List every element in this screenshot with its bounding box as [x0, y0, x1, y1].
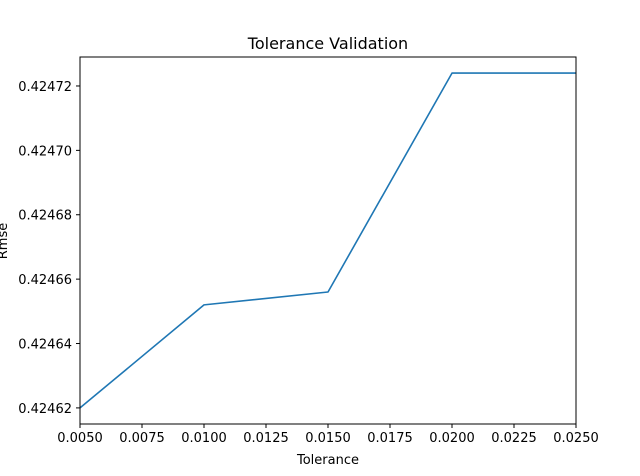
x-tick-label: 0.0225 — [491, 431, 537, 446]
x-axis: 0.0050 0.0075 0.0100 0.0125 0.0150 0.0175 0.02… — [57, 424, 599, 446]
y-tick-label: 0.42464 — [18, 338, 72, 353]
chart-title: Tolerance Validation — [247, 34, 408, 53]
series-layer — [79, 72, 577, 409]
plot-frame — [79, 56, 577, 425]
x-tick-label: 0.0150 — [305, 431, 351, 446]
x-tick-label: 0.0125 — [243, 431, 289, 446]
y-axis-label: Rmse — [0, 223, 11, 259]
x-tick-label: 0.0100 — [181, 431, 227, 446]
y-axis: 0.42462 0.42464 0.42466 0.42468 0.42470 0.424… — [18, 80, 80, 417]
y-tick-label: 0.42472 — [18, 80, 72, 95]
x-tick-label: 0.0050 — [57, 431, 103, 446]
y-tick-label: 0.42470 — [18, 144, 72, 159]
x-tick-label: 0.0200 — [429, 431, 475, 446]
y-tick-label: 0.42466 — [18, 273, 72, 288]
x-tick-label: 0.0075 — [119, 431, 165, 446]
x-axis-label: Tolerance — [296, 453, 359, 468]
series-line-0 — [79, 72, 576, 409]
y-tick-label: 0.42468 — [18, 209, 72, 224]
x-tick-label: 0.0250 — [553, 431, 599, 446]
x-tick-label: 0.0175 — [367, 431, 413, 446]
y-tick-label: 0.42462 — [18, 402, 72, 417]
